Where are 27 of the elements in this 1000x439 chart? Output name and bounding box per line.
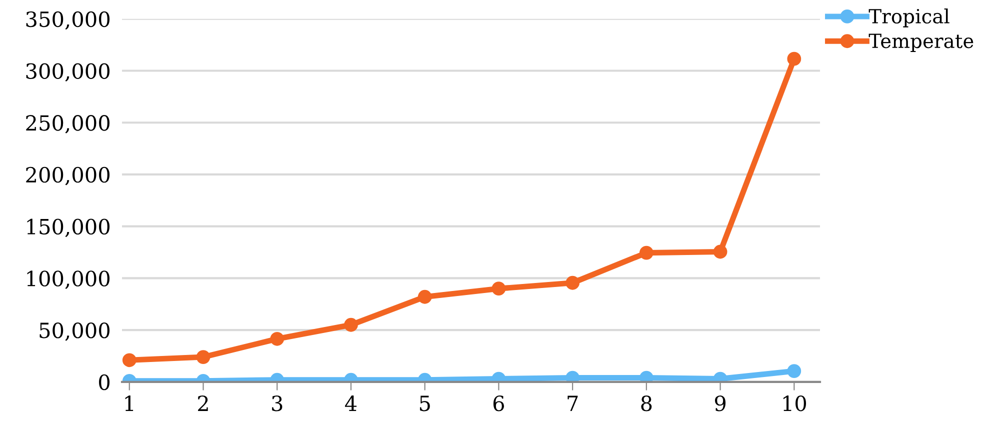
x-tick-label: 8: [641, 395, 652, 412]
point: [639, 246, 654, 260]
point: [418, 290, 432, 304]
x-tick-label: 1: [125, 395, 134, 411]
x-tick-label: 5: [420, 396, 430, 412]
x-tick-label: 4: [344, 395, 357, 411]
x-tick-label: 10: [783, 395, 806, 412]
y-tick-label: 100,000: [27, 270, 110, 289]
x-tick-label: 7: [568, 396, 578, 411]
point: [492, 282, 506, 296]
x-tick-label: 6: [493, 395, 504, 412]
x-tick-label: 2: [198, 395, 208, 411]
y-tick-label: 50,000: [40, 322, 110, 341]
y-tick-label: 250,000: [26, 115, 110, 134]
y-tick-label: 350,000: [26, 11, 110, 30]
y-tick-label: 0: [99, 374, 110, 390]
legend-label: Temperate: [868, 34, 974, 52]
point: [270, 332, 284, 346]
point: [713, 244, 728, 259]
point: [344, 318, 358, 332]
x-tick-label: 3: [272, 395, 282, 412]
legend-label: Tropical: [868, 8, 950, 28]
y-tick-label: 300,000: [26, 63, 110, 82]
point: [566, 276, 580, 290]
y-tick-label: 200,000: [26, 166, 110, 186]
y-tick-label: 150,000: [27, 218, 110, 238]
x-tick-label: 9: [714, 395, 726, 412]
